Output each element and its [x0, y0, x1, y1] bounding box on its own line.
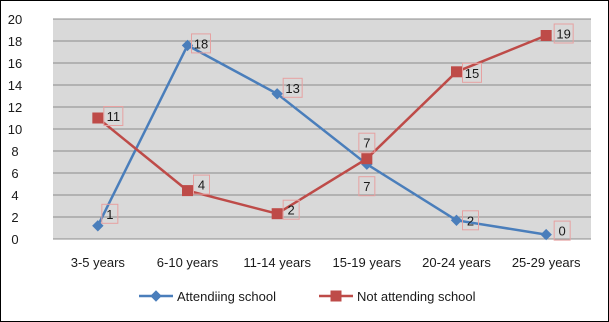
x-tick-label: 20-24 years: [422, 255, 491, 270]
x-tick-label: 11-14 years: [243, 255, 311, 270]
y-axis-tick-labels: 0 2 4 6 8 10 12 14 16 18 20: [8, 12, 22, 247]
y-tick-label: 4: [11, 188, 18, 203]
data-label-box: [191, 33, 211, 54]
series-layer: [92, 30, 552, 241]
x-tick-label: 15-19 years: [333, 255, 402, 270]
data-label-box: [193, 174, 210, 195]
data-label-box: [462, 62, 482, 83]
data-point: [182, 185, 193, 197]
data-label-box: [358, 132, 376, 153]
data-labels: 1 18 13 7 2 0 11 4 2 7 15 19: [101, 23, 574, 241]
gridlines: [53, 18, 591, 240]
data-label: 4: [198, 178, 205, 193]
y-tick-label: 10: [8, 122, 22, 137]
data-label-box: [462, 210, 479, 231]
x-tick-label: 25-29 years: [512, 255, 581, 270]
data-point: [181, 39, 194, 52]
y-tick-label: 12: [8, 100, 22, 115]
series-line-0: [96, 44, 547, 236]
legend-marker-0: [150, 290, 162, 302]
data-label: 11: [107, 109, 121, 124]
y-tick-label: 20: [8, 12, 22, 27]
y-tick-label: 0: [11, 232, 18, 247]
data-label: 18: [194, 36, 208, 51]
y-tick-label: 8: [11, 144, 18, 159]
x-tick-label: 6-10 years: [157, 255, 219, 270]
data-point: [540, 228, 552, 241]
data-label: 2: [467, 213, 474, 228]
data-point: [451, 66, 462, 78]
y-tick-label: 14: [8, 78, 22, 93]
data-point: [92, 220, 104, 232]
x-tick-label: 3-5 years: [71, 255, 126, 270]
data-label: 7: [363, 179, 370, 194]
data-label: 1: [106, 207, 113, 222]
data-label-box: [553, 23, 574, 44]
data-point: [540, 30, 552, 41]
data-point: [361, 153, 373, 165]
y-tick-label: 16: [8, 56, 22, 71]
data-label: 2: [288, 203, 295, 218]
y-tick-label: 6: [11, 166, 18, 181]
x-axis-tick-labels: 3-5 years 6-10 years 11-14 years 15-19 year…: [71, 255, 581, 270]
data-label-box: [282, 199, 300, 220]
data-label: 13: [285, 81, 299, 96]
data-label: 19: [556, 27, 570, 42]
data-label-box: [282, 77, 303, 98]
legend-label-0: Attendiing school: [177, 289, 276, 304]
y-tick-label: 2: [11, 210, 18, 225]
data-label-box: [101, 203, 119, 224]
data-label: 15: [465, 66, 479, 81]
legend: Attendiing school Not attending school: [139, 289, 476, 304]
data-point: [271, 208, 283, 220]
data-label-box: [358, 176, 376, 197]
series-line-1: [97, 34, 547, 215]
y-tick-label: 18: [8, 34, 22, 49]
legend-marker-1: [330, 290, 342, 302]
data-point: [271, 88, 283, 100]
legend-label-1: Not attending school: [357, 289, 476, 304]
data-label: 0: [559, 224, 566, 239]
data-label: 7: [363, 136, 370, 151]
data-label-box: [553, 220, 571, 241]
data-point: [450, 214, 463, 227]
data-point: [92, 112, 104, 124]
data-label-box: [103, 106, 124, 126]
